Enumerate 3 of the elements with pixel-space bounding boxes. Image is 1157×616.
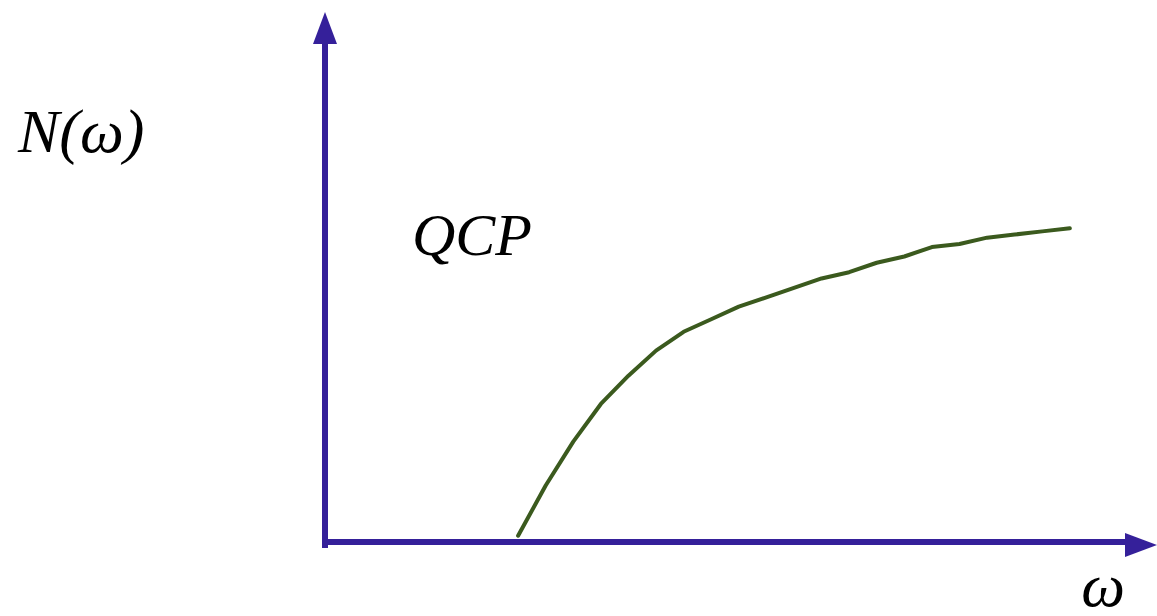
annotation: QCP	[412, 202, 532, 268]
y-axis-title: N(ω)	[17, 97, 145, 166]
x-axis-title: ω	[1081, 551, 1125, 616]
